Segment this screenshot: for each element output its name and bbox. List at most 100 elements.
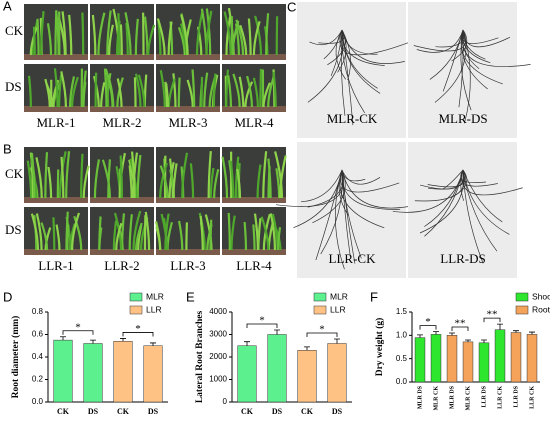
root: [442, 169, 464, 190]
x-tick-label: CK: [57, 407, 70, 416]
panel-letter: F: [370, 289, 378, 304]
seedling: [227, 212, 231, 251]
y-tick-label: 0.5: [396, 354, 408, 363]
row-label: CK: [5, 166, 24, 181]
seedling: [125, 22, 129, 56]
error-bar: [244, 341, 250, 346]
seedling: [256, 164, 262, 199]
seedling: [73, 215, 83, 251]
seedling: [61, 11, 67, 56]
photo-floor: [156, 54, 220, 60]
seedling: [68, 76, 76, 108]
seedling: [186, 79, 194, 108]
photo-floor: [90, 54, 154, 60]
seedling: [52, 217, 56, 251]
seedling: [227, 75, 233, 108]
panel-letter: A: [3, 0, 12, 13]
seedling: [160, 213, 169, 251]
photo-floor: [90, 197, 154, 203]
root: [419, 169, 464, 234]
row-label: DS: [5, 79, 22, 94]
bar: [462, 341, 474, 383]
seedling: [70, 212, 81, 251]
seedling: [180, 14, 189, 56]
photo: [297, 2, 406, 138]
legend-swatch: [313, 292, 327, 302]
photo-floor: [156, 249, 220, 255]
seedling: [238, 76, 245, 108]
seedling: [279, 155, 287, 199]
x-tick-label: CK: [117, 407, 130, 416]
seedling: [94, 72, 98, 108]
legend-label: Shoot: [532, 291, 550, 301]
seedling: [40, 222, 49, 251]
seedling: [269, 213, 277, 251]
error-bar: [150, 342, 156, 346]
seedling: [231, 20, 240, 56]
legend-swatch: [515, 305, 529, 315]
legend-label: Root: [532, 304, 550, 314]
seedling: [137, 74, 146, 108]
panel-letter: B: [3, 141, 12, 156]
photo-label: MLR-DS: [438, 111, 487, 126]
seedling: [106, 10, 112, 56]
seedling: [239, 24, 248, 56]
seedling: [29, 26, 38, 56]
seedling: [247, 18, 252, 56]
photo-label: LLR-2: [104, 258, 139, 273]
seedling: [132, 152, 139, 199]
root: [323, 29, 343, 60]
seedling: [181, 152, 189, 199]
seedling: [253, 213, 259, 251]
y-axis-label: Root diameter (mm): [10, 316, 21, 399]
root: [341, 29, 405, 64]
seedling: [30, 213, 40, 251]
seedling: [159, 162, 168, 199]
error-bar: [60, 336, 66, 341]
error-bar: [465, 339, 471, 342]
seedling: [68, 14, 73, 56]
seedling: [225, 69, 229, 108]
seedling: [128, 165, 133, 199]
seedling: [116, 77, 124, 108]
seedling: [189, 163, 195, 199]
seedling: [47, 166, 53, 199]
error-bar: [513, 330, 519, 333]
root: [462, 29, 471, 124]
root: [341, 29, 385, 66]
significance-label: *: [319, 324, 325, 336]
seedling: [234, 156, 240, 199]
error-bar: [449, 332, 455, 336]
y-tick-label: 0.0: [396, 377, 408, 386]
photo: [297, 142, 406, 278]
photo-label: LLR-4: [236, 258, 272, 273]
significance-label: **: [455, 318, 466, 330]
error-bar: [433, 331, 439, 335]
seedling: [259, 68, 263, 108]
seedling: [65, 211, 69, 251]
root: [462, 169, 510, 235]
bar: [267, 334, 287, 403]
seedling: [209, 219, 213, 251]
seedling: [119, 24, 123, 56]
significance-bracket: [306, 332, 338, 337]
seedling: [35, 157, 43, 199]
seedling: [199, 215, 204, 251]
seedling: [124, 12, 132, 56]
seedling: [205, 8, 212, 56]
panel-letter: E: [186, 289, 195, 304]
bar: [327, 343, 347, 403]
photo-floor: [156, 197, 220, 203]
y-tick-label: 0.6: [32, 330, 44, 339]
root: [339, 29, 410, 56]
seedling: [58, 151, 67, 199]
seedling: [221, 156, 229, 199]
seedling: [97, 12, 106, 56]
seedling: [267, 158, 272, 199]
root: [458, 29, 464, 108]
seedling: [81, 12, 85, 56]
seedling: [93, 159, 101, 199]
seedling: [115, 222, 123, 251]
y-tick-label: 1000: [209, 375, 227, 384]
